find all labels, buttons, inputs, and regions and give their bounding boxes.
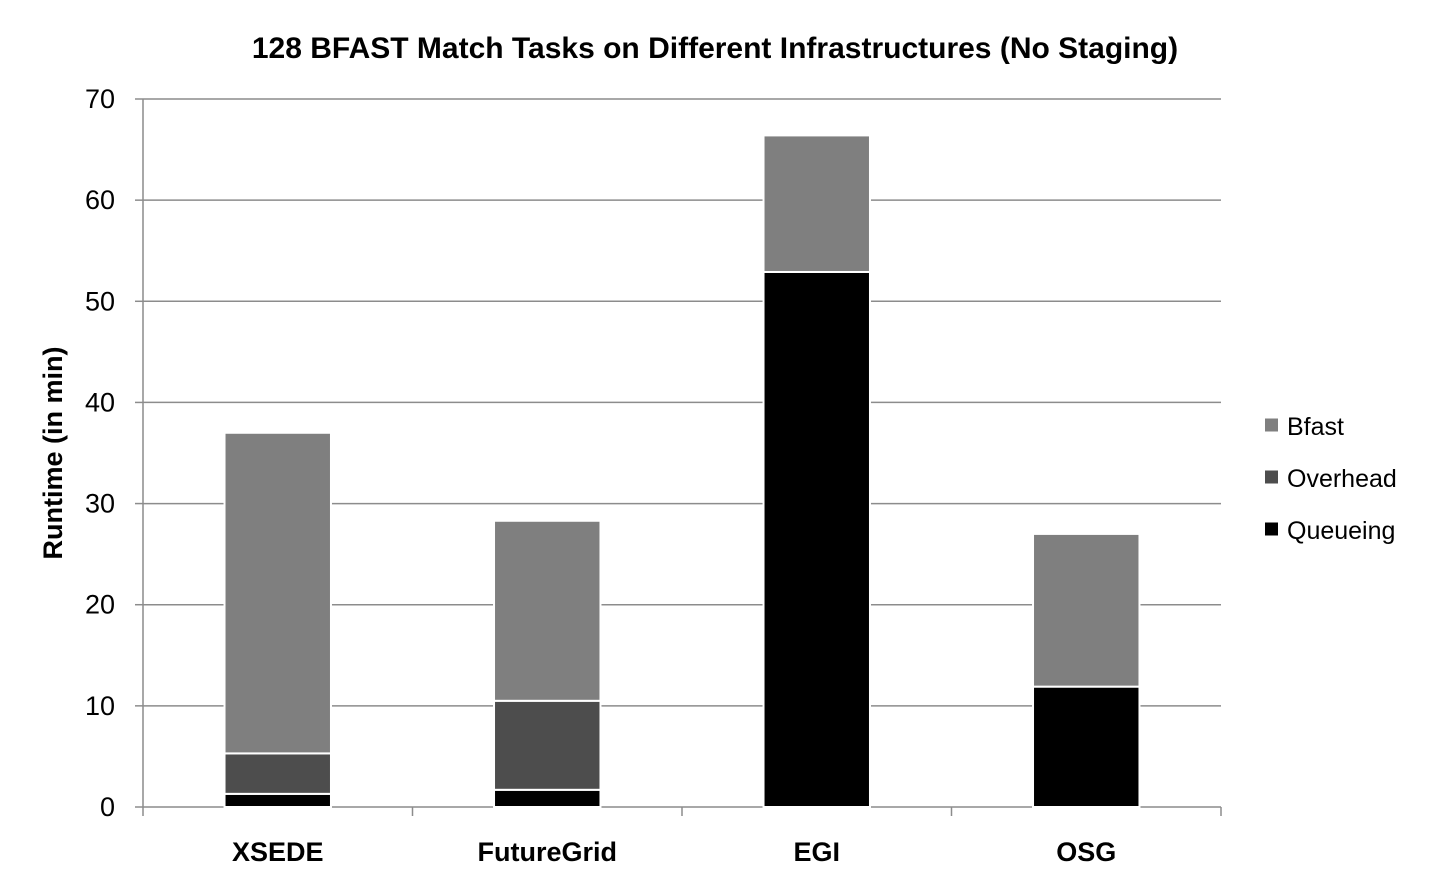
y-tick-label: 20 [85, 590, 115, 620]
x-tick-label: XSEDE [232, 837, 324, 867]
y-tick-labels: 0 10 20 30 40 50 60 70 [85, 84, 115, 822]
y-tick-label: 10 [85, 691, 115, 721]
y-tick-label: 0 [100, 792, 115, 822]
y-tick-label: 70 [85, 84, 115, 114]
bar-segment-queueing-egi [762, 270, 871, 808]
legend-label-overhead: Overhead [1287, 465, 1397, 493]
legend-label-queueing: Queueing [1287, 517, 1395, 545]
y-tick-label: 60 [85, 185, 115, 215]
legend-swatch-overhead [1265, 470, 1278, 484]
bar-segment-bfast-futuregrid [493, 519, 602, 702]
x-tick-label: EGI [793, 837, 840, 867]
x-tick-labels: XSEDE FutureGrid EGI OSG [232, 837, 1116, 867]
y-tick-label: 30 [85, 489, 115, 519]
legend-label-bfast: Bfast [1287, 413, 1344, 441]
legend-swatch-bfast [1265, 418, 1278, 432]
bar-segment-queueing-futuregrid [493, 788, 602, 809]
y-tick-label: 40 [85, 387, 115, 417]
legend: Bfast Overhead Queueing [1265, 413, 1397, 545]
x-tick-label: OSG [1056, 837, 1116, 867]
y-tick-label: 50 [85, 286, 115, 316]
bar-segment-bfast-xsede [223, 431, 332, 755]
y-axis-label: Runtime (in min) [38, 347, 68, 560]
bars [223, 134, 1141, 809]
bar-segment-overhead-futuregrid [493, 699, 602, 791]
bar-segment-overhead-xsede [223, 752, 332, 795]
bar-segment-bfast-egi [762, 134, 871, 273]
legend-swatch-queueing [1265, 522, 1278, 536]
x-tick-label: FutureGrid [478, 837, 618, 867]
bar-segment-queueing-xsede [223, 792, 332, 809]
chart-title: 128 BFAST Match Tasks on Different Infra… [252, 32, 1178, 65]
bar-segment-bfast-osg [1032, 532, 1141, 688]
bar-segment-queueing-osg [1032, 685, 1141, 809]
